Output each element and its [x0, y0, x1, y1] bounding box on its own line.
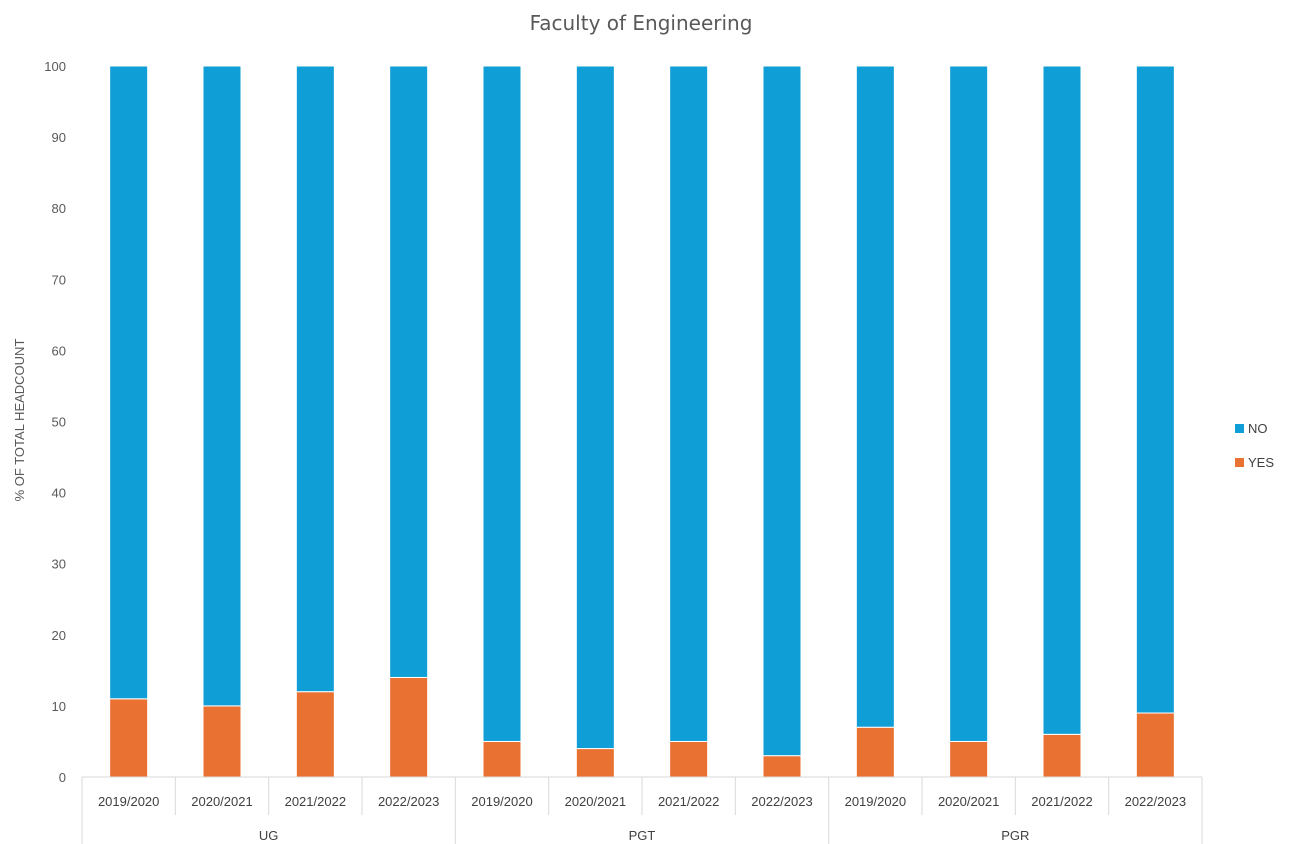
- x-category-label: 2020/2021: [191, 794, 252, 809]
- bar-yes-9: [855, 726, 895, 778]
- legend-swatch-no: [1235, 424, 1244, 433]
- bar-no-3: [295, 65, 335, 693]
- x-category-label: 2021/2022: [658, 794, 719, 809]
- bar-yes-7: [669, 740, 709, 778]
- y-tick-label: 10: [52, 699, 66, 714]
- bar-yes-6: [575, 748, 615, 778]
- legend-swatch-yes: [1235, 458, 1244, 467]
- bar-no-6: [575, 65, 615, 750]
- x-category-label: 2019/2020: [98, 794, 159, 809]
- x-axis: 2019/2020 2020/2021 2021/2022 2022/2023 2019…: [81, 776, 1203, 844]
- legend: NO YES: [1235, 421, 1274, 470]
- bar-yes-1: [109, 698, 149, 778]
- x-category-label: 2021/2022: [1031, 794, 1092, 809]
- bar-no-2: [202, 65, 242, 707]
- y-tick-label: 40: [52, 486, 66, 501]
- y-tick-label: 20: [52, 628, 66, 643]
- y-tick-label: 80: [52, 201, 66, 216]
- bar-no-7: [669, 65, 709, 742]
- legend-label-yes: YES: [1248, 455, 1274, 470]
- x-category-label: 2022/2023: [1125, 794, 1186, 809]
- bar-no-12: [1135, 65, 1175, 714]
- y-tick-label: 0: [59, 770, 66, 785]
- bar-no-8: [762, 65, 802, 757]
- y-tick-label: 70: [52, 272, 66, 287]
- x-category-label: 2020/2021: [938, 794, 999, 809]
- x-category-label: 2022/2023: [751, 794, 812, 809]
- bar-no-10: [949, 65, 989, 742]
- bar-yes-4: [389, 676, 429, 778]
- legend-label-no: NO: [1248, 421, 1268, 436]
- y-axis-label: % OF TOTAL HEADCOUNT: [12, 339, 27, 502]
- bar-yes-5: [482, 740, 522, 778]
- bar-yes-8: [762, 755, 802, 778]
- y-tick-label: 30: [52, 557, 66, 572]
- x-category-label: 2021/2022: [285, 794, 346, 809]
- bar-no-4: [389, 65, 429, 678]
- bar-no-9: [855, 65, 895, 728]
- y-tick-label: 90: [52, 130, 66, 145]
- y-tick-label: 100: [44, 59, 66, 74]
- x-category-label: 2020/2021: [565, 794, 626, 809]
- bars: [109, 65, 1175, 778]
- y-axis-ticks: 0 10 20 30 40 50 60 70 80 90 100: [44, 59, 66, 785]
- bar-yes-2: [202, 705, 242, 778]
- y-tick-label: 60: [52, 343, 66, 358]
- bar-yes-12: [1135, 712, 1175, 778]
- x-group-label: PGT: [629, 828, 656, 843]
- x-category-label: 2022/2023: [378, 794, 439, 809]
- chart-title: Faculty of Engineering: [530, 11, 753, 35]
- bar-yes-11: [1042, 733, 1082, 778]
- x-group-label: UG: [259, 828, 279, 843]
- x-category-label: 2019/2020: [471, 794, 532, 809]
- bar-yes-3: [295, 691, 335, 778]
- x-category-label: 2019/2020: [845, 794, 906, 809]
- bar-no-1: [109, 65, 149, 700]
- bar-no-11: [1042, 65, 1082, 735]
- x-group-label: PGR: [1001, 828, 1029, 843]
- bar-no-5: [482, 65, 522, 742]
- y-tick-label: 50: [52, 415, 66, 430]
- bar-yes-10: [949, 740, 989, 778]
